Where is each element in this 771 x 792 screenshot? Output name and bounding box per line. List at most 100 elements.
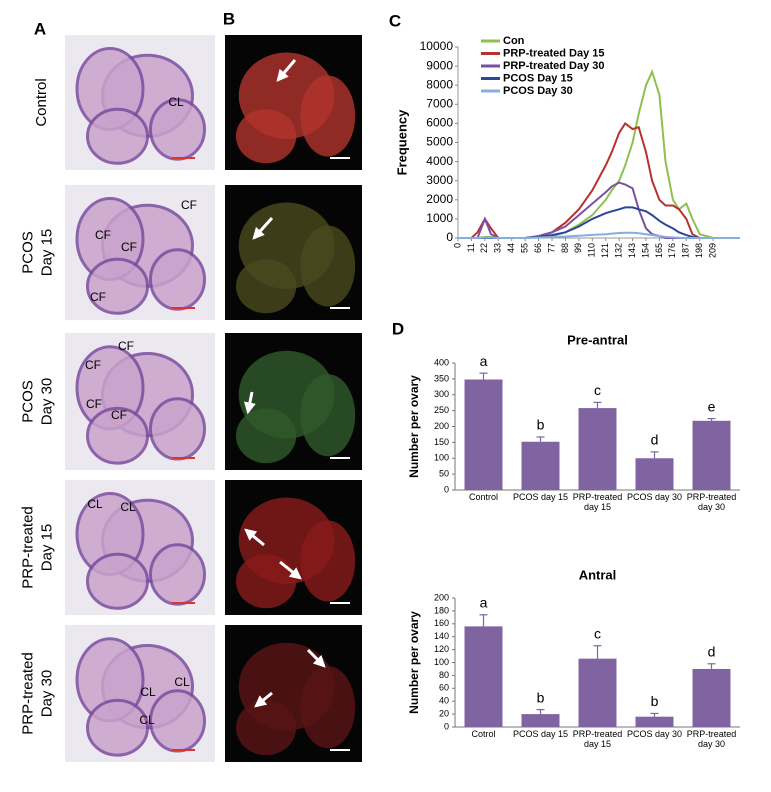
y-tick-label: 6000 [426, 116, 453, 130]
row-label-line: PRP-treated [19, 506, 36, 589]
row-label-line: PRP-treated [19, 652, 36, 735]
x-tick-label: 143 [627, 243, 637, 258]
x-tick-label: 209 [708, 243, 718, 258]
y-tick-label: 60 [439, 683, 449, 693]
x-tick-label: 22 [479, 243, 489, 253]
row-label: PRP-treated Day 15 [19, 506, 55, 589]
he-label: CF [86, 397, 102, 411]
tissue [86, 107, 149, 165]
panel-letter: B [223, 9, 235, 28]
bar [578, 408, 617, 490]
he-label: CF [111, 408, 127, 422]
fluor-tissue [300, 75, 356, 157]
row-label-line: Day 15 [38, 229, 55, 277]
he-label: CL [87, 497, 103, 511]
significance-letter: c [594, 625, 601, 641]
y-tick-label: 400 [434, 357, 449, 367]
y-tick-label: 200 [434, 592, 449, 602]
he-label: CL [120, 500, 136, 514]
x-tick-label: 11 [466, 243, 476, 252]
tissue [149, 248, 206, 311]
x-tick-label: 132 [614, 243, 624, 258]
x-tick-label: 66 [533, 243, 543, 253]
x-tick-label-box: PCOS day 30 [626, 730, 683, 739]
panel-letter: A [34, 19, 46, 38]
row-label-line: PCOS [19, 380, 36, 423]
he-label: CF [85, 358, 101, 372]
bar [635, 458, 674, 490]
tissue [86, 257, 149, 315]
x-tick-label-box: Control [468, 493, 498, 502]
significance-letter: a [480, 594, 488, 610]
bar [464, 379, 503, 490]
tissue [149, 689, 206, 753]
row-label: PRP-treated Day 30 [19, 652, 55, 735]
x-tick-label: 88 [560, 243, 570, 253]
x-tick-label: 154 [640, 243, 650, 258]
bar [521, 714, 560, 727]
significance-letter: e [708, 398, 716, 414]
x-tick-label: PCOS day 30 [626, 730, 683, 739]
x-tick-label-box: PCOS day 15 [513, 493, 568, 502]
significance-letter: d [651, 432, 659, 448]
y-tick-label: 200 [434, 421, 449, 431]
bar [635, 716, 674, 727]
y-tick-label: 100 [434, 657, 449, 667]
fluor-tissue [235, 408, 297, 464]
x-tick-label: 0 [452, 243, 462, 248]
x-tick-label: PCOS day 15 [512, 730, 569, 739]
tissue [86, 406, 149, 465]
row-label-line: Control [33, 78, 50, 126]
x-tick-label: 198 [694, 243, 704, 258]
x-tick-label: PRP-treated day 30 [686, 493, 737, 512]
fluor-tissue [235, 259, 297, 314]
x-tick-label: PRP-treated day 15 [572, 730, 623, 749]
he-label: CL [140, 685, 156, 699]
x-tick-label: 77 [546, 243, 556, 253]
fluor-tissue [235, 554, 297, 609]
he-label: CF [118, 339, 134, 353]
bar [692, 420, 731, 490]
he-label: CL [168, 95, 184, 109]
panel-letter: D [392, 319, 404, 338]
row-label-line: Day 30 [38, 670, 55, 718]
x-tick-label-box: Cotrol [471, 730, 496, 739]
y-axis-label: Frequency [394, 109, 409, 176]
legend-label: PCOS Day 15 [503, 72, 573, 84]
y-tick-label: 10000 [420, 39, 454, 53]
y-tick-label: 80 [439, 670, 449, 680]
y-tick-label: 7000 [426, 96, 453, 110]
he-label: CF [90, 290, 106, 304]
x-tick-label: PCOS day 30 [626, 493, 683, 502]
significance-letter: b [537, 417, 545, 433]
fluor-tissue [300, 520, 356, 602]
bar [464, 626, 503, 727]
fluor-tissue [300, 666, 356, 749]
x-tick-label: 176 [667, 243, 677, 258]
fluor-tissue [300, 374, 356, 457]
y-tick-label: 350 [434, 373, 449, 383]
x-tick-label: PRP-treated day 15 [572, 493, 623, 512]
y-tick-label: 150 [434, 437, 449, 447]
x-tick-label: Cotrol [471, 730, 496, 739]
y-tick-label: 0 [444, 484, 449, 494]
y-tick-label: 300 [434, 389, 449, 399]
significance-letter: a [480, 353, 488, 369]
fluor-tissue [300, 225, 356, 307]
y-tick-label: 20 [439, 708, 449, 718]
significance-letter: d [708, 643, 716, 659]
tissue [86, 698, 149, 757]
row-label: PCOS Day 15 [19, 229, 55, 277]
series-line [458, 121, 740, 239]
row-label-line: PCOS [19, 231, 36, 274]
x-tick-label: Control [468, 493, 498, 502]
y-tick-label: 4000 [426, 154, 453, 168]
arrow [279, 560, 302, 580]
tissue [86, 552, 149, 610]
arrow [306, 648, 326, 668]
y-tick-label: 0 [444, 721, 449, 731]
fluor-tissue [235, 700, 297, 756]
bar [692, 668, 731, 727]
x-tick-label: 165 [654, 243, 664, 258]
